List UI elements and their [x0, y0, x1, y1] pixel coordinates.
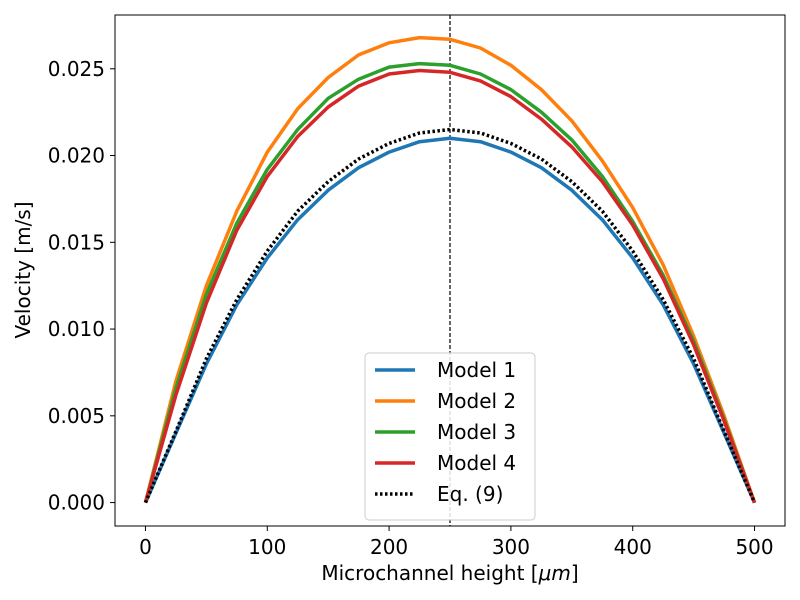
y-axis: 0.000 0.005 0.010 0.015 0.020 0.025	[48, 57, 115, 515]
x-tick-label: 400	[614, 535, 652, 559]
y-axis-title: Velocity [m/s]	[11, 201, 35, 338]
legend-label-model-4: Model 4	[437, 451, 516, 475]
series-line-model-2	[143, 35, 757, 504]
x-tick-label: 200	[370, 535, 408, 559]
series-line-eq-9	[143, 127, 757, 504]
x-tick-label: 100	[248, 535, 286, 559]
plot-frame	[114, 14, 786, 527]
y-tick-label: 0.020	[48, 144, 105, 168]
x-axis: 0 100 200 300 400 500	[139, 526, 774, 559]
legend: Model 1 Model 2 Model 3 Model 4 Eq. (9)	[364, 352, 536, 521]
y-tick-label: 0.000	[48, 491, 105, 515]
series-line-model-4	[143, 68, 757, 504]
x-tick-label: 300	[492, 535, 530, 559]
legend-label-model-1: Model 1	[437, 358, 516, 382]
series-line-model-1	[143, 136, 757, 504]
legend-label-model-3: Model 3	[437, 420, 516, 444]
x-tick-label: 0	[139, 535, 152, 559]
x-tick-label: 500	[735, 535, 773, 559]
x-axis-title-unit: μm	[538, 561, 571, 585]
x-axis-title: Microchannel height [μm]	[321, 561, 578, 585]
legend-box	[364, 352, 536, 521]
y-tick-label: 0.015	[48, 230, 105, 254]
y-tick-label: 0.010	[48, 317, 105, 341]
plot-area	[143, 15, 757, 526]
legend-label-model-2: Model 2	[437, 389, 516, 413]
legend-label-eq-9: Eq. (9)	[437, 482, 503, 506]
y-tick-label: 0.025	[48, 57, 105, 81]
y-tick-label: 0.005	[48, 404, 105, 428]
